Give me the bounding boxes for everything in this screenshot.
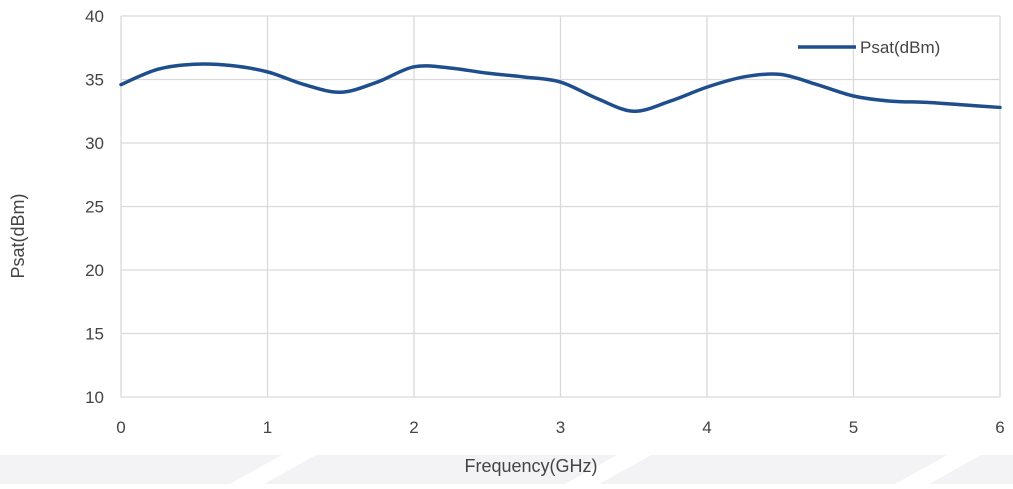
x-tick-label: 3 [556,418,565,437]
y-tick-label: 10 [85,388,104,407]
y-tick-label: 20 [85,261,104,280]
x-tick-label: 2 [409,418,418,437]
y-tick-label: 25 [85,198,104,217]
legend-label: Psat(dBm) [860,38,940,57]
legend: Psat(dBm) [798,38,940,57]
x-tick-label: 1 [263,418,272,437]
grid [120,15,1001,398]
y-tick-label: 35 [85,71,104,90]
x-tick-label: 0 [116,418,125,437]
background-decoration-stripe [565,455,651,484]
x-tick-label: 5 [849,418,858,437]
y-tick-label: 15 [85,325,104,344]
x-axis-title: Frequency(GHz) [464,456,597,476]
background-decoration-stripe [895,455,981,484]
y-axis-title: Psat(dBm) [8,193,28,278]
series-line [119,62,1002,114]
y-tick-label: 40 [85,7,104,26]
x-tick-label: 4 [702,418,711,437]
axes: 10 15 20 25 30 35 40 0 1 2 3 4 5 6 [85,7,1005,437]
y-tick-label: 30 [85,134,104,153]
background-decoration-stripe [230,455,316,484]
series [119,62,1002,114]
x-tick-label: 6 [995,418,1004,437]
